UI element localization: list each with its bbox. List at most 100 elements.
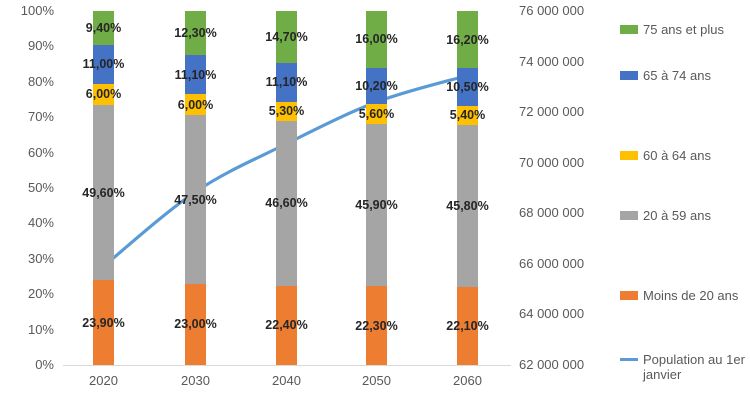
bar-segment[interactable]: [93, 83, 114, 105]
bar-segment[interactable]: [93, 44, 114, 84]
bar-2060[interactable]: 22,10% 45,80% 5,40% 10,50% 16,20%: [446, 11, 489, 365]
legend-item[interactable]: Moins de 20 ans: [620, 288, 750, 303]
legend-item[interactable]: 75 ans et plus: [620, 22, 750, 37]
data-label: 14,70%: [265, 29, 308, 44]
plot-area: 23,90% 49,60% 6,00% 11,00% 9,40% 23,00% 47,50%…: [63, 10, 511, 365]
legend-color-swatch-icon: [620, 25, 638, 34]
legend-line-icon: [620, 358, 638, 361]
legend-item[interactable]: 60 à 64 ans: [620, 148, 750, 163]
bar-segment[interactable]: [276, 285, 297, 365]
bar-segment[interactable]: [185, 94, 206, 116]
data-label: 23,00%: [174, 317, 217, 332]
bar-2040[interactable]: 22,40% 46,60% 5,30% 11,10% 14,70%: [265, 10, 308, 365]
legend-item[interactable]: 20 à 59 ans: [620, 208, 750, 223]
legend-item[interactable]: 65 à 74 ans: [620, 68, 750, 83]
left-axis-tick-80: 80%: [27, 73, 54, 89]
left-axis-tick-10: 10%: [27, 321, 54, 337]
data-label: 12,30%: [174, 26, 217, 41]
left-axis-tick-70: 70%: [27, 109, 54, 125]
right-axis-tick-70000000: 70 000 000: [519, 154, 585, 170]
bar-2030[interactable]: 23,00% 47,50% 6,00% 11,10% 12,30%: [174, 11, 217, 365]
legend-color-swatch-icon: [620, 71, 638, 80]
legend-label: 60 à 64 ans: [643, 148, 711, 163]
data-label: 49,60%: [82, 185, 125, 200]
data-label: 23,90%: [82, 315, 125, 330]
bar-segment[interactable]: [93, 11, 114, 45]
bar-segment[interactable]: [93, 104, 114, 281]
bar-segment[interactable]: [366, 103, 387, 124]
left-axis-tick-30: 30%: [27, 250, 54, 266]
bar-segment[interactable]: [457, 286, 478, 365]
left-axis-tick-0: 0%: [35, 357, 54, 372]
legend-color-swatch-icon: [620, 151, 638, 160]
right-axis-tick-66000000: 66 000 000: [519, 255, 585, 271]
bar-2050[interactable]: 22,30% 45,90% 5,60% 10,20% 16,00%: [355, 11, 398, 365]
legend-item[interactable]: Population au 1er janvier: [620, 352, 750, 382]
category-label-2050: 2050: [362, 373, 391, 388]
bar-segment[interactable]: [457, 105, 478, 125]
bar-segment[interactable]: [276, 62, 297, 102]
data-label: 6,00%: [177, 97, 214, 112]
legend-label: Moins de 20 ans: [643, 288, 739, 303]
data-label: 10,20%: [355, 78, 398, 93]
bar-segment[interactable]: [185, 115, 206, 284]
legend-label: 75 ans et plus: [643, 22, 724, 37]
left-axis-tick-40: 40%: [27, 215, 54, 231]
right-axis-tick-62000000: 62 000 000: [519, 357, 585, 372]
data-label: 5,40%: [449, 108, 486, 123]
bar-segment[interactable]: [366, 11, 387, 68]
legend-label: Population au 1er janvier: [643, 352, 745, 382]
left-axis-tick-90: 90%: [27, 38, 54, 54]
bar-segment[interactable]: [185, 283, 206, 365]
legend-color-swatch-icon: [620, 211, 638, 220]
chart-legend: 75 ans et plus 65 à 74 ans 60 à 64 ans 20 à…: [620, 0, 750, 401]
data-label: 9,40%: [85, 21, 122, 35]
legend-label: 20 à 59 ans: [643, 208, 711, 223]
data-label: 5,30%: [268, 104, 305, 119]
data-label: 11,00%: [82, 57, 125, 72]
bar-segment[interactable]: [366, 123, 387, 287]
data-label: 5,60%: [358, 106, 395, 121]
left-axis-tick-50: 50%: [27, 180, 54, 195]
category-label-2040: 2040: [272, 373, 301, 388]
bar-segment[interactable]: [457, 11, 478, 69]
bar-segment[interactable]: [185, 54, 206, 95]
data-label: 45,80%: [446, 198, 489, 213]
bar-segment[interactable]: [457, 68, 478, 106]
left-axis-tick-100: 100%: [20, 3, 54, 18]
data-label: 11,10%: [174, 67, 217, 82]
bar-2020[interactable]: 23,90% 49,60% 6,00% 11,00% 9,40%: [82, 11, 125, 365]
bar-segment[interactable]: [366, 67, 387, 104]
bar-segment[interactable]: [276, 102, 297, 121]
right-axis-tick-68000000: 68 000 000: [519, 205, 585, 221]
data-label: 16,20%: [446, 32, 489, 47]
data-label: 46,60%: [265, 196, 308, 211]
category-label-2020: 2020: [89, 373, 118, 388]
data-label: 11,10%: [265, 75, 308, 90]
data-label: 6,00%: [85, 87, 122, 102]
bar-segment[interactable]: [276, 120, 297, 286]
right-axis-tick-64000000: 64 000 000: [519, 306, 585, 322]
data-label: 45,90%: [355, 197, 398, 212]
legend-color-swatch-icon: [620, 291, 638, 300]
right-axis-tick-74000000: 74 000 000: [519, 53, 585, 69]
bar-segment[interactable]: [457, 124, 478, 287]
right-axis-tick-76000000: 76 000 000: [519, 3, 585, 18]
left-axis-tick-20: 20%: [27, 286, 54, 302]
bar-segment[interactable]: [276, 10, 297, 63]
category-axis-line: [63, 365, 511, 366]
data-label: 10,50%: [446, 79, 489, 94]
bar-segment[interactable]: [185, 11, 206, 55]
category-label-2030: 2030: [181, 373, 210, 388]
data-label: 22,30%: [355, 318, 398, 333]
left-axis-tick-60: 60%: [27, 144, 54, 160]
data-label: 47,50%: [174, 192, 217, 207]
right-axis-tick-72000000: 72 000 000: [519, 104, 585, 120]
category-label-2060: 2060: [453, 373, 482, 388]
bar-segment[interactable]: [93, 280, 114, 365]
data-label: 16,00%: [355, 32, 398, 47]
bar-segment[interactable]: [366, 286, 387, 365]
data-label: 22,10%: [446, 318, 489, 333]
legend-label: 65 à 74 ans: [643, 68, 711, 83]
